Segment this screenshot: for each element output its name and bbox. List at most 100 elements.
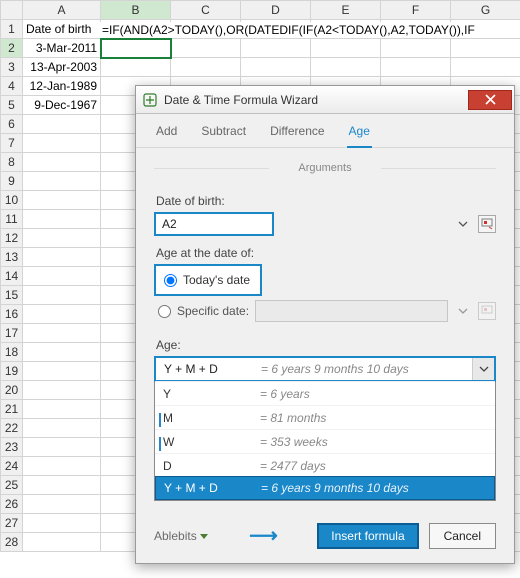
row-header[interactable]: 14	[1, 267, 23, 286]
row-header[interactable]: 22	[1, 419, 23, 438]
cell[interactable]	[311, 39, 381, 58]
cell[interactable]	[23, 419, 101, 438]
cell[interactable]	[23, 438, 101, 457]
cell[interactable]	[23, 381, 101, 400]
row-header[interactable]: 13	[1, 248, 23, 267]
age-combo-option[interactable]: M= 81 months	[155, 405, 495, 429]
age-format-label: Age:	[156, 338, 494, 352]
cell[interactable]	[171, 58, 241, 77]
row-header[interactable]: 20	[1, 381, 23, 400]
row-header[interactable]: 19	[1, 362, 23, 381]
cell[interactable]	[23, 115, 101, 134]
radio-specific-input[interactable]	[158, 305, 171, 318]
cell[interactable]	[23, 495, 101, 514]
cancel-button[interactable]: Cancel	[429, 523, 496, 549]
age-combo-option[interactable]: Y + M + D= 6 years 9 months 10 days	[155, 476, 495, 500]
cell[interactable]	[23, 476, 101, 495]
row-header[interactable]: 8	[1, 153, 23, 172]
insert-formula-button[interactable]: Insert formula	[317, 523, 418, 549]
close-button[interactable]	[468, 90, 512, 110]
cell[interactable]	[23, 172, 101, 191]
row-header[interactable]: 3	[1, 58, 23, 77]
cell[interactable]: 12-Jan-1989	[23, 77, 101, 96]
row-header[interactable]: 25	[1, 476, 23, 495]
row-header[interactable]: 18	[1, 343, 23, 362]
dialog-titlebar[interactable]: Date & Time Formula Wizard	[136, 86, 514, 114]
radio-specific[interactable]: Specific date:	[154, 301, 249, 321]
cell[interactable]	[23, 324, 101, 343]
cell[interactable]	[23, 267, 101, 286]
cell[interactable]: 9-Dec-1967	[23, 96, 101, 115]
cell[interactable]	[23, 533, 101, 552]
age-combo-option[interactable]: W= 353 weeks	[155, 429, 495, 453]
dob-input[interactable]: A2	[154, 212, 274, 236]
cell[interactable]	[381, 58, 451, 77]
brand-label[interactable]: Ablebits	[154, 529, 208, 543]
cell[interactable]: 13-Apr-2003	[23, 58, 101, 77]
row-header[interactable]: 2	[1, 39, 23, 58]
cell[interactable]	[381, 39, 451, 58]
specific-dropdown-toggle[interactable]	[454, 300, 472, 322]
cell[interactable]: 3-Mar-2011	[23, 39, 101, 58]
age-combo-option[interactable]: D= 2477 days	[155, 453, 495, 477]
cell[interactable]	[101, 58, 171, 77]
col-header[interactable]: F	[381, 1, 451, 20]
cell[interactable]	[23, 305, 101, 324]
cell[interactable]	[101, 39, 171, 58]
row-header[interactable]: 27	[1, 514, 23, 533]
row-header[interactable]: 4	[1, 77, 23, 96]
row-header[interactable]: 7	[1, 134, 23, 153]
cell[interactable]	[23, 191, 101, 210]
cell[interactable]	[23, 457, 101, 476]
row-header[interactable]: 28	[1, 533, 23, 552]
row-header[interactable]: 6	[1, 115, 23, 134]
cell[interactable]	[23, 362, 101, 381]
row-header[interactable]: 24	[1, 457, 23, 476]
cell[interactable]	[23, 343, 101, 362]
dob-dropdown-toggle[interactable]	[454, 213, 472, 235]
row-header[interactable]: 26	[1, 495, 23, 514]
col-header[interactable]: E	[311, 1, 381, 20]
row-header[interactable]: 10	[1, 191, 23, 210]
cell[interactable]	[23, 248, 101, 267]
cell[interactable]	[171, 39, 241, 58]
tab-subtract[interactable]: Subtract	[199, 124, 248, 147]
col-header[interactable]: A	[23, 1, 101, 20]
cell[interactable]	[451, 39, 520, 58]
row-header[interactable]: 5	[1, 96, 23, 115]
row-header[interactable]: 9	[1, 172, 23, 191]
cell[interactable]	[311, 58, 381, 77]
dob-range-picker[interactable]	[478, 215, 496, 233]
row-header[interactable]: 1	[1, 20, 23, 39]
age-combo-option[interactable]: Y= 6 years	[155, 381, 495, 405]
tab-add[interactable]: Add	[154, 124, 179, 147]
col-header[interactable]: G	[451, 1, 520, 20]
cell[interactable]	[241, 58, 311, 77]
cell[interactable]	[23, 210, 101, 229]
cell[interactable]	[23, 134, 101, 153]
tab-age[interactable]: Age	[347, 124, 372, 148]
age-combo-toggle[interactable]	[472, 358, 494, 380]
cell[interactable]	[23, 514, 101, 533]
col-header[interactable]: B	[101, 1, 171, 20]
row-header[interactable]: 16	[1, 305, 23, 324]
row-header[interactable]: 11	[1, 210, 23, 229]
cell[interactable]	[451, 58, 520, 77]
row-header[interactable]: 23	[1, 438, 23, 457]
row-header[interactable]: 12	[1, 229, 23, 248]
radio-today-input[interactable]	[164, 274, 177, 287]
cell[interactable]	[23, 153, 101, 172]
age-combo-selected[interactable]: Y + M + D = 6 years 9 months 10 days	[154, 356, 496, 382]
col-header[interactable]: D	[241, 1, 311, 20]
cell[interactable]	[241, 39, 311, 58]
cell[interactable]	[23, 286, 101, 305]
row-header[interactable]: 17	[1, 324, 23, 343]
tab-difference[interactable]: Difference	[268, 124, 326, 147]
row-header[interactable]: 21	[1, 400, 23, 419]
row-header[interactable]: 15	[1, 286, 23, 305]
radio-today[interactable]: Today's date	[164, 270, 250, 290]
cell[interactable]	[23, 400, 101, 419]
cell[interactable]	[23, 229, 101, 248]
col-header[interactable]: C	[171, 1, 241, 20]
cell[interactable]: Date of birth	[23, 20, 101, 39]
